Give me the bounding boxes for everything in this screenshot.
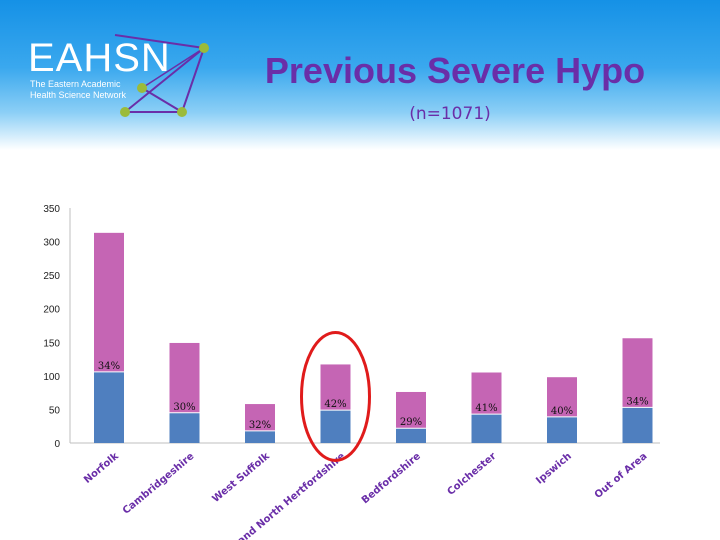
bar-segment-bottom xyxy=(245,430,275,443)
y-tick-label: 300 xyxy=(43,238,60,249)
percent-label: 29% xyxy=(400,417,422,428)
logo-text: EAHSN xyxy=(28,36,171,80)
logo-network-icon xyxy=(114,34,209,117)
y-tick-label: 150 xyxy=(43,338,60,349)
percent-label: 42% xyxy=(324,399,346,410)
bar-segment-top xyxy=(547,377,577,417)
y-tick-label: 100 xyxy=(43,372,60,383)
percent-label: 34% xyxy=(98,361,120,372)
percent-label: 32% xyxy=(249,420,271,431)
x-category-label: Colchester xyxy=(445,451,498,498)
bar-segment-bottom xyxy=(320,410,351,443)
x-category-label: West Suffolk xyxy=(210,451,272,505)
logo: EAHSN The Eastern Academic Health Scienc… xyxy=(0,0,240,140)
y-tick-label: 50 xyxy=(49,405,61,416)
x-category-label: Bedfordshire xyxy=(360,451,423,507)
bar-segment-top xyxy=(245,404,275,431)
x-category-label: East and North Hertfordshire xyxy=(215,451,348,540)
bar-segment-bottom xyxy=(169,412,200,443)
y-tick-label: 350 xyxy=(43,204,60,215)
percent-label: 41% xyxy=(475,403,497,414)
percent-label: 40% xyxy=(551,406,573,417)
logo-subtitle-line-2: Health Science Network xyxy=(30,90,127,100)
bar-segment-bottom xyxy=(547,416,577,443)
bar-segment-top xyxy=(471,372,502,415)
bar-segment-top xyxy=(622,338,653,408)
bar-segment-top xyxy=(94,232,124,372)
x-category-label: Norfolk xyxy=(82,451,121,486)
bar-segment-top xyxy=(320,364,351,411)
percent-label: 34% xyxy=(626,396,648,407)
bar-segment-bottom xyxy=(94,371,124,443)
highlight-circle xyxy=(300,330,371,462)
stacked-bar-chart: 0 50 100 150 200 250 300 350 34% Norfolk 30% Cambri… xyxy=(43,204,660,540)
bar-segment-top xyxy=(169,342,200,413)
slide-subtitle: (n=1071) xyxy=(409,104,491,124)
x-category-label: Cambridgeshire xyxy=(121,451,197,517)
bar-segment-bottom xyxy=(471,414,502,443)
slide-title: Previous Severe Hypo xyxy=(264,50,646,91)
x-category-label: Out of Area xyxy=(593,451,650,501)
logo-subtitle-line-1: The Eastern Academic xyxy=(30,79,121,89)
bar-segment-bottom xyxy=(396,428,426,443)
bar-segment-top xyxy=(396,391,426,429)
y-tick-label: 250 xyxy=(43,271,60,282)
header-banner xyxy=(0,0,720,150)
percent-label: 30% xyxy=(173,402,195,413)
y-tick-label: 0 xyxy=(54,439,60,450)
bar-segment-bottom xyxy=(622,407,653,443)
y-tick-label: 200 xyxy=(43,305,60,316)
x-category-label: Ipswich xyxy=(534,451,574,487)
